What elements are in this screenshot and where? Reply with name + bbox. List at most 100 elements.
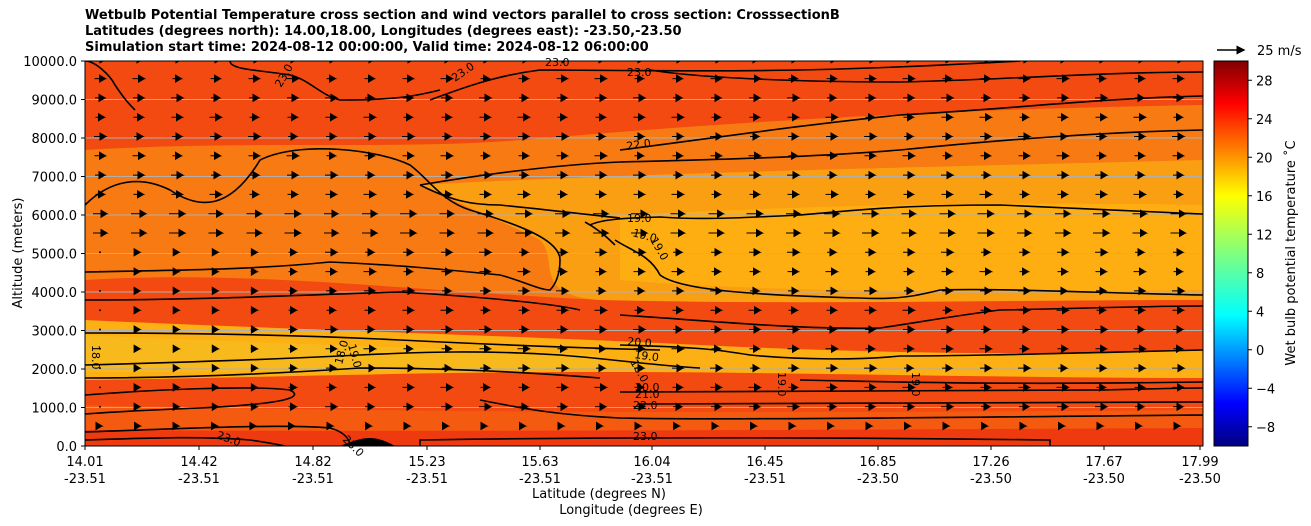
wind-vector: [133, 325, 142, 334]
x-tick-label-longitude: -23.51: [631, 472, 673, 487]
wind-vector: [402, 74, 416, 83]
wind-vector: [519, 93, 530, 103]
wind-vector: [364, 151, 377, 161]
wind-vector: [365, 402, 376, 412]
wind-vector: [1172, 363, 1186, 373]
wind-vector: [519, 421, 528, 431]
wind-vector: [901, 228, 918, 238]
contour-label: 23.0: [545, 56, 570, 69]
wind-vector: [210, 151, 223, 161]
wind-vector: [364, 132, 377, 141]
wind-vector: [133, 112, 146, 122]
wind-vector: [942, 286, 954, 296]
wind-vector: [441, 325, 454, 334]
wind-vector: [286, 74, 301, 83]
colorbar-tick-label: 16: [1256, 190, 1273, 205]
wind-vector: [710, 363, 724, 373]
colorbar-tick-label: 24: [1256, 113, 1273, 128]
wind-vector: [787, 325, 801, 334]
contour-label: 22.0: [633, 399, 658, 412]
contour-label: 23.0: [627, 66, 652, 79]
wind-vector: [518, 305, 531, 315]
wind-vector: [673, 170, 684, 180]
wind-vector: [363, 112, 378, 122]
wind-vector: [787, 402, 801, 412]
wind-vector: [1172, 286, 1186, 296]
wind-vector: [284, 228, 303, 238]
wind-vector: [211, 305, 221, 315]
wind-vector: [633, 170, 647, 180]
wind-vector: [827, 421, 836, 431]
wind-vector: [865, 190, 877, 199]
wind-vector: [826, 383, 839, 392]
wind-vector: [633, 190, 647, 199]
y-tick-label: 5000.0: [32, 248, 78, 263]
wind-vector: [248, 132, 262, 141]
wind-vector: [441, 170, 454, 180]
wind-vector: [750, 363, 761, 373]
wind-vector: [480, 383, 492, 392]
wind-vector: [519, 247, 530, 257]
wind-vector: [903, 344, 916, 354]
wind-vector: [748, 151, 763, 161]
wind-vector: [901, 209, 918, 219]
wind-vector: [1019, 247, 1031, 257]
wind-vector: [479, 93, 493, 103]
wind-vector: [1019, 402, 1031, 412]
wind-vector: [825, 344, 840, 354]
wind-vector: [981, 325, 992, 334]
wind-vector: [672, 74, 685, 83]
wind-vector: [249, 170, 261, 180]
wind-vector: [1057, 247, 1070, 257]
y-tick-label: 3000.0: [32, 325, 78, 340]
wind-vector: [556, 151, 570, 161]
wind-vector: [365, 421, 374, 431]
wind-vector: [865, 325, 877, 334]
wind-vector: [710, 151, 724, 161]
wind-vector: [364, 305, 377, 315]
wind-vector: [556, 383, 570, 392]
wind-vector: [1172, 305, 1186, 315]
colorbar-tick-label: −8: [1256, 421, 1275, 436]
wind-vector: [903, 402, 916, 412]
wind-vector: [324, 209, 340, 219]
contour-label: 19.0: [909, 372, 922, 397]
quiver-key-label: 25 m/s: [1257, 44, 1302, 59]
wind-vector: [441, 344, 454, 354]
wind-vector: [865, 247, 877, 257]
wind-vector: [364, 383, 377, 392]
contour-label: 22.0: [626, 137, 652, 153]
wind-vector: [326, 132, 338, 141]
wind-vector: [133, 402, 142, 412]
contour-labels: 23.0 23.0 23.0 23.0 22.0 19.0 19.0 19.0 …: [89, 56, 922, 459]
wind-vector: [826, 132, 839, 141]
wind-vector: [1133, 112, 1148, 122]
contour-label: 20.0: [627, 335, 653, 350]
x-tick-label-longitude: -23.50: [1083, 472, 1125, 487]
wind-vector: [172, 383, 182, 392]
wind-vector: [94, 132, 108, 141]
wind-vector: [1058, 286, 1069, 296]
wind-vector: [825, 267, 840, 276]
wind-vector: [403, 112, 415, 122]
contour-label: 19.0: [631, 226, 658, 245]
wind-vector: [326, 305, 338, 315]
wind-vector: [133, 190, 146, 199]
wind-vector: [133, 267, 142, 276]
wind-vector: [519, 170, 530, 180]
wind-vector: [211, 344, 221, 354]
wind-vector: [594, 151, 609, 161]
wind-vector: [1096, 132, 1108, 141]
wind-vectors: [93, 61, 1188, 431]
wind-vector: [1172, 132, 1186, 141]
wind-vector: [172, 286, 182, 296]
wind-vector: [403, 402, 415, 412]
wind-vector: [904, 132, 915, 141]
wind-vector: [1135, 93, 1146, 103]
wind-vector: [711, 344, 723, 354]
wind-vector: [1019, 267, 1031, 276]
wind-vector: [670, 209, 687, 219]
colorbar-tick-label: 28: [1256, 74, 1273, 89]
wind-vector: [750, 421, 759, 431]
wind-vector: [631, 228, 649, 238]
